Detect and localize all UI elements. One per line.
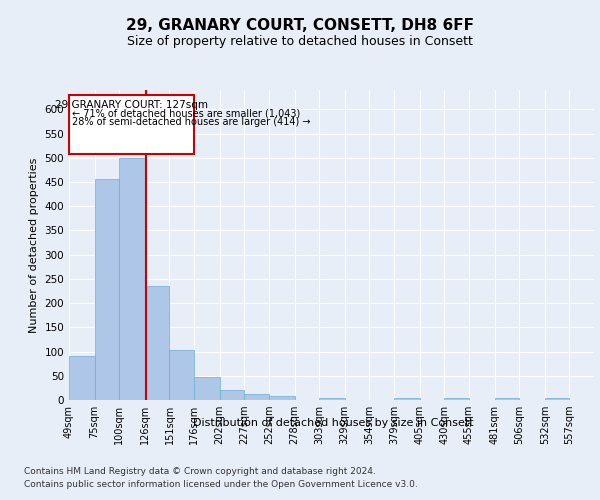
Bar	[95, 178, 119, 400]
Text: 29 GRANARY COURT: 127sqm: 29 GRANARY COURT: 127sqm	[55, 100, 208, 110]
Bar	[194, 377, 220, 400]
Bar	[169, 350, 194, 400]
Text: ← 71% of detached houses are smaller (1,043): ← 71% of detached houses are smaller (1,…	[72, 108, 300, 118]
Text: Distribution of detached houses by size in Consett: Distribution of detached houses by size …	[193, 418, 473, 428]
Bar	[69, 95, 194, 154]
Text: 28% of semi-detached houses are larger (414) →: 28% of semi-detached houses are larger (…	[72, 116, 310, 126]
Bar	[394, 398, 419, 400]
Text: 29, GRANARY COURT, CONSETT, DH8 6FF: 29, GRANARY COURT, CONSETT, DH8 6FF	[126, 18, 474, 32]
Text: Contains public sector information licensed under the Open Government Licence v3: Contains public sector information licen…	[24, 480, 418, 489]
Bar	[145, 286, 169, 400]
Bar	[220, 390, 244, 400]
Bar	[444, 398, 469, 400]
Text: Size of property relative to detached houses in Consett: Size of property relative to detached ho…	[127, 35, 473, 48]
Text: Contains HM Land Registry data © Crown copyright and database right 2024.: Contains HM Land Registry data © Crown c…	[24, 468, 376, 476]
Bar	[319, 398, 345, 400]
Bar	[494, 398, 519, 400]
Bar	[244, 394, 269, 400]
Bar	[119, 158, 145, 400]
Bar	[269, 396, 295, 400]
Bar	[69, 356, 95, 400]
Bar	[545, 398, 569, 400]
Y-axis label: Number of detached properties: Number of detached properties	[29, 158, 39, 332]
